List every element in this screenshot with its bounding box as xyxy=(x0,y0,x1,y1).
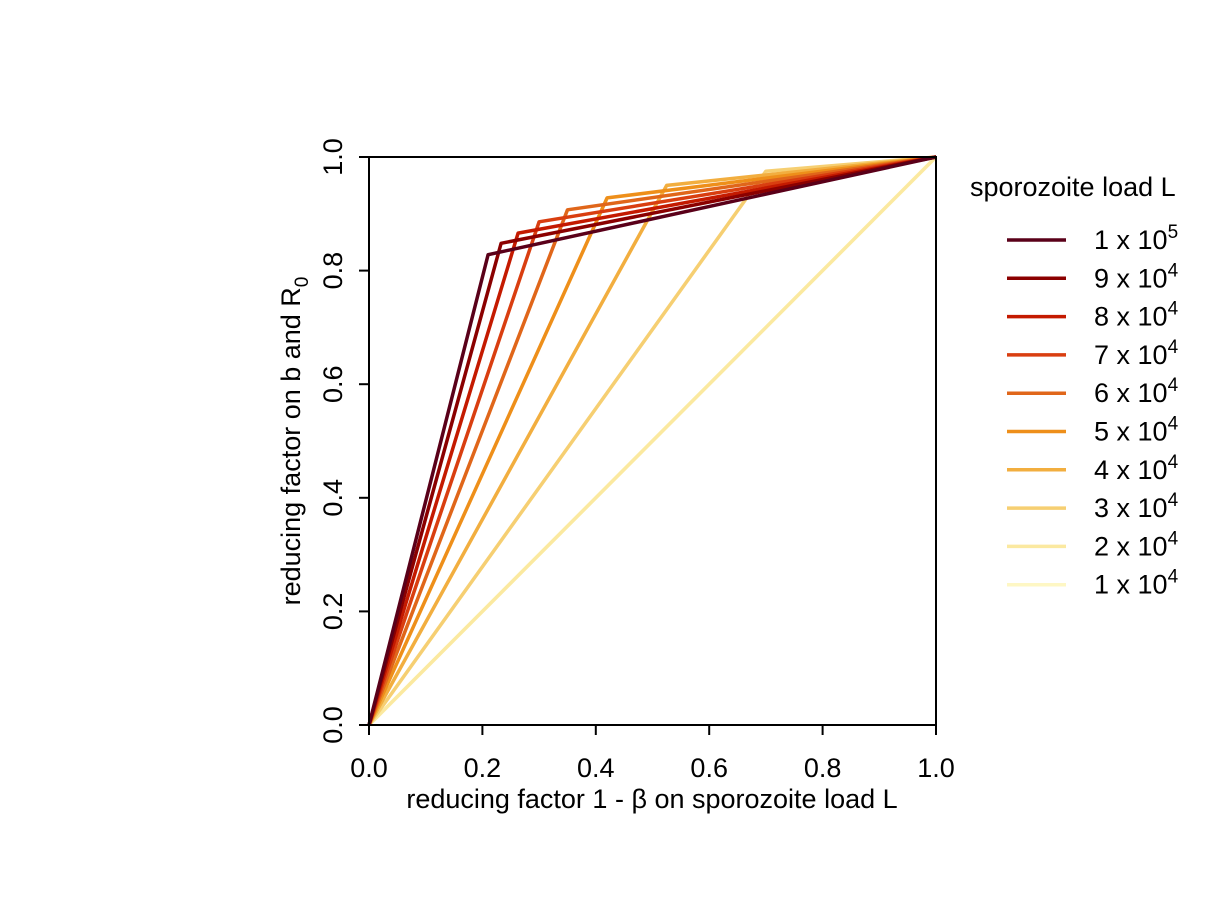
series-line-9 xyxy=(367,155,938,727)
y-axis: 0.0 0.2 0.4 0.6 0.8 1.0 xyxy=(318,138,369,744)
y-axis-label-subscript: 0 xyxy=(292,277,313,288)
legend-title: sporozoite load L xyxy=(970,172,1176,202)
series-line-5 xyxy=(367,155,937,726)
legend-label: 1 x 104 xyxy=(1094,567,1179,600)
x-axis: 0.0 0.2 0.4 0.6 0.8 1.0 xyxy=(350,725,955,783)
legend-label: 7 x 104 xyxy=(1094,337,1179,370)
series-layer xyxy=(367,155,938,727)
y-tick-label: 0.6 xyxy=(318,365,348,403)
legend-label: 6 x 104 xyxy=(1094,375,1179,408)
x-tick-label: 0.8 xyxy=(804,753,842,783)
legend-label: 1 x 105 xyxy=(1094,222,1178,255)
y-tick-label: 0.8 xyxy=(318,252,348,290)
x-tick-label: 0.0 xyxy=(350,753,388,783)
series-line-1 xyxy=(367,155,937,726)
y-tick-label: 0.4 xyxy=(318,479,348,517)
series-line-3 xyxy=(367,155,937,726)
series-line-2 xyxy=(367,155,937,726)
x-axis-label: reducing factor 1 - β on sporozoite load… xyxy=(406,784,897,814)
y-tick-label: 0.0 xyxy=(318,706,348,744)
series-line-6 xyxy=(367,155,937,726)
legend-label: 9 x 104 xyxy=(1094,260,1179,293)
legend-label: 5 x 104 xyxy=(1094,414,1179,447)
x-tick-label: 0.4 xyxy=(577,753,615,783)
y-axis-label-main: reducing factor on b and R xyxy=(276,287,306,605)
series-line-4 xyxy=(367,155,937,726)
y-axis-label: reducing factor on b and R0 xyxy=(276,277,313,606)
legend-label: 3 x 104 xyxy=(1094,490,1179,523)
legend-label: 8 x 104 xyxy=(1094,299,1179,332)
legend: 1 x 105 9 x 104 8 x 104 7 x 104 6 x 104 5 x 1… xyxy=(1007,222,1179,600)
y-tick-label: 0.2 xyxy=(318,593,348,631)
legend-label: 4 x 104 xyxy=(1094,452,1179,485)
y-tick-label: 1.0 xyxy=(318,138,348,176)
x-tick-label: 0.2 xyxy=(464,753,502,783)
legend-label: 2 x 104 xyxy=(1094,528,1179,561)
x-tick-label: 1.0 xyxy=(917,753,955,783)
x-tick-label: 0.6 xyxy=(690,753,728,783)
plot-frame xyxy=(368,156,937,726)
